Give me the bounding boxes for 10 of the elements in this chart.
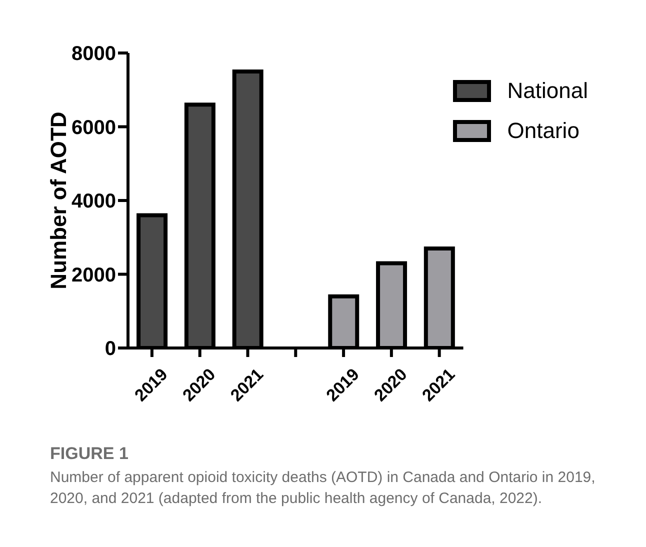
y-tick-label: 0: [104, 338, 116, 360]
legend-label: Ontario: [507, 118, 580, 144]
text: Number of apparent opioid toxicity deaths (AOTD) in Canada and Ontario in 2019, 2020, and 2021 (adapted from the public health agency of Canada, 2022).: [50, 468, 596, 510]
y-tick-label: 4000: [72, 190, 116, 213]
legend-label: National: [507, 78, 588, 104]
y-tick-label: 8000: [72, 43, 116, 66]
y-tick-label: 6000: [72, 116, 116, 139]
caption: FIGURE 1: [50, 443, 130, 465]
y-axis-title: Number of AOTD: [46, 112, 71, 290]
y-tick-label: 2000: [72, 264, 116, 286]
